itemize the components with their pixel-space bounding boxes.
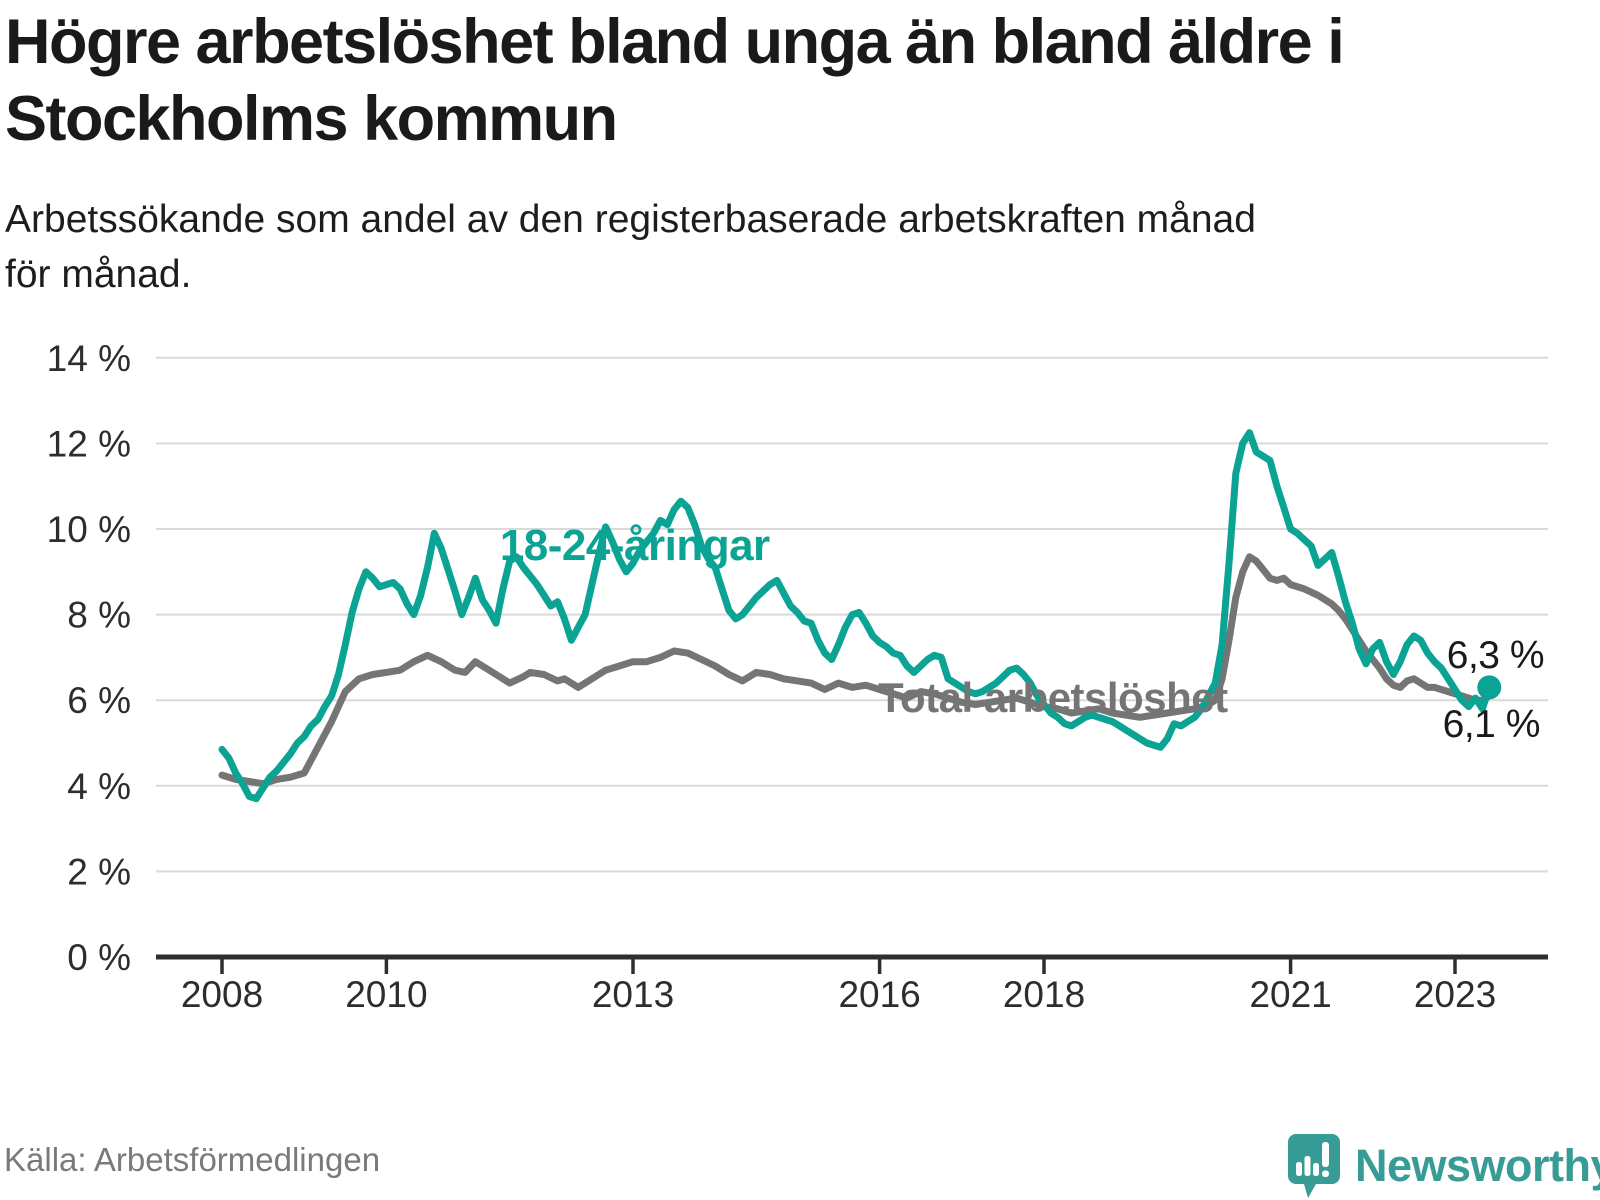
x-axis-label-2023: 2023 bbox=[1414, 974, 1496, 1015]
page-title-line-2: Stockholms kommun bbox=[5, 83, 618, 154]
x-axis-label-2016: 2016 bbox=[838, 974, 920, 1015]
x-axis-label-2008: 2008 bbox=[181, 974, 263, 1015]
newsworthy-logo: Newsworthy bbox=[1286, 1132, 1600, 1200]
newsworthy-wordmark: Newsworthy bbox=[1355, 1140, 1600, 1191]
chart-subtitle-line-1: Arbetssökande som andel av den registerb… bbox=[5, 198, 1256, 241]
chart-subtitle: Arbetssökande som andel av den registerb… bbox=[5, 192, 1565, 303]
y-axis-label-6: 6 % bbox=[67, 680, 131, 721]
series-end-dot-youth bbox=[1477, 675, 1502, 700]
series-line-total bbox=[218, 553, 1493, 788]
y-axis-label-10: 10 % bbox=[47, 509, 131, 550]
x-axis-label-2013: 2013 bbox=[592, 974, 674, 1015]
source-note: Källa: Arbetsförmedlingen bbox=[4, 1141, 381, 1178]
chart-subtitle-line-2: för månad. bbox=[5, 253, 192, 297]
y-axis-label-14: 14 % bbox=[47, 338, 131, 379]
y-axis-label-12: 12 % bbox=[47, 423, 131, 464]
page-title: Högre arbetslöshet bland unga än bland ä… bbox=[5, 4, 1570, 158]
total-end-value: 6,1 % bbox=[1443, 703, 1540, 746]
x-axis-label-2010: 2010 bbox=[345, 974, 427, 1015]
y-axis-label-4: 4 % bbox=[67, 766, 131, 807]
youth-series-label: 18-24-åringar bbox=[500, 521, 770, 570]
total-series-label: Total arbetslöshet bbox=[878, 674, 1228, 721]
newsworthy-bar-chart-bubble-icon bbox=[1288, 1134, 1340, 1198]
x-axis-label-2021: 2021 bbox=[1249, 974, 1331, 1015]
x-axis-label-2018: 2018 bbox=[1003, 974, 1085, 1015]
page-title-line-1: Högre arbetslöshet bland unga än bland ä… bbox=[5, 7, 1345, 77]
y-axis-label-2: 2 % bbox=[67, 851, 131, 892]
youth-end-value: 6,3 % bbox=[1447, 634, 1544, 677]
y-axis-label-0: 0 % bbox=[67, 937, 131, 978]
y-axis-label-8: 8 % bbox=[67, 595, 131, 636]
series-line-youth bbox=[218, 429, 1493, 803]
